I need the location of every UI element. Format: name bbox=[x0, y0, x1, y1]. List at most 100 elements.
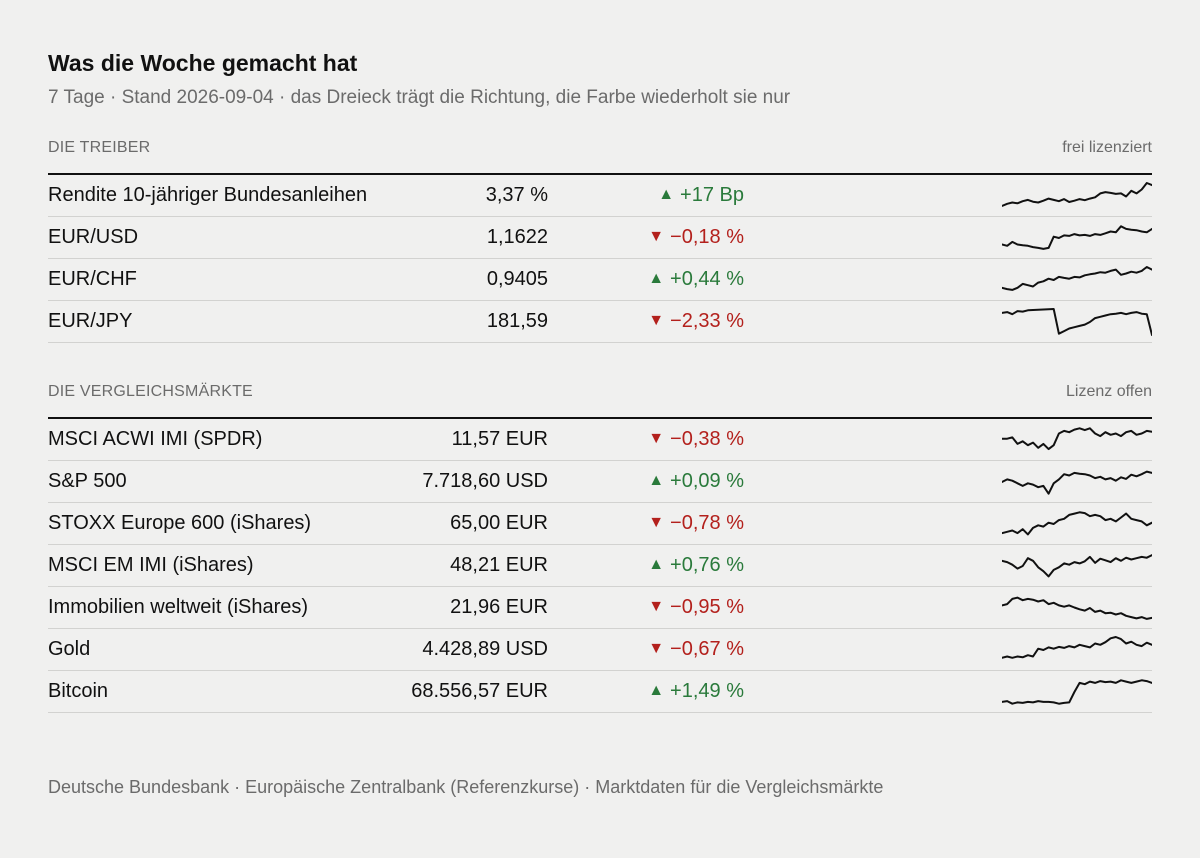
section-title: DIE VERGLEICHSMÄRKTE bbox=[48, 383, 253, 400]
instrument-name: S&P 500 bbox=[48, 470, 127, 492]
instrument-name: STOXX Europe 600 (iShares) bbox=[48, 512, 312, 534]
table-row: EUR/JPY 181,59 ▼ −2,33 % bbox=[48, 301, 1152, 343]
sparkline-path bbox=[1002, 266, 1152, 291]
sparkline bbox=[1002, 266, 1152, 291]
change-value: −0,38 % bbox=[670, 428, 744, 450]
change-cell: ▼ −0,95 % bbox=[648, 596, 744, 619]
change-value: −0,67 % bbox=[670, 638, 744, 660]
sparkline bbox=[1002, 511, 1152, 536]
instrument-value: 21,96 EUR bbox=[450, 596, 548, 618]
section-header: DIE VERGLEICHSMÄRKTE Lizenz offen bbox=[48, 383, 1152, 419]
sparkline-path bbox=[1002, 596, 1152, 620]
sparkline-path bbox=[1002, 308, 1152, 336]
sparkline-path bbox=[1002, 636, 1152, 659]
instrument-value: 0,9405 bbox=[486, 268, 548, 290]
sparkline bbox=[1002, 679, 1152, 705]
sparkline-path bbox=[1002, 225, 1152, 250]
instrument-value: 11,57 EUR bbox=[451, 428, 548, 450]
change-cell: ▲ +0,44 % bbox=[648, 268, 744, 291]
change-value: +1,49 % bbox=[670, 680, 744, 702]
table-row: MSCI EM IMI (iShares) 48,21 EUR ▲ +0,76 % bbox=[48, 545, 1152, 587]
sparkline bbox=[1002, 427, 1152, 451]
table-row: Bitcoin 68.556,57 EUR ▲ +1,49 % bbox=[48, 671, 1152, 713]
triangle-down-icon: ▼ bbox=[648, 430, 665, 447]
instrument-name: Immobilien weltweit (iShares) bbox=[48, 596, 309, 618]
table-row: MSCI ACWI IMI (SPDR) 11,57 EUR ▼ −0,38 % bbox=[48, 419, 1152, 461]
triangle-down-icon: ▼ bbox=[648, 640, 665, 657]
instrument-value: 181,59 bbox=[486, 310, 548, 332]
triangle-down-icon: ▼ bbox=[648, 514, 665, 531]
change-cell: ▲ +17 Bp bbox=[658, 184, 744, 207]
change-cell: ▼ −2,33 % bbox=[648, 310, 744, 333]
change-value: +0,44 % bbox=[670, 268, 744, 290]
sparkline bbox=[1002, 596, 1152, 620]
change-value: −2,33 % bbox=[670, 310, 744, 332]
instrument-value: 65,00 EUR bbox=[450, 512, 548, 534]
instrument-value: 68.556,57 EUR bbox=[411, 680, 548, 702]
change-value: −0,78 % bbox=[670, 512, 744, 534]
instrument-value: 7.718,60 USD bbox=[422, 470, 548, 492]
instrument-name: EUR/CHF bbox=[48, 268, 137, 290]
sparkline bbox=[1002, 554, 1152, 578]
section-rows: MSCI ACWI IMI (SPDR) 11,57 EUR ▼ −0,38 % S&P… bbox=[48, 419, 1152, 713]
change-value: +0,76 % bbox=[670, 554, 744, 576]
triangle-down-icon: ▼ bbox=[648, 228, 665, 245]
sparkline-path bbox=[1002, 182, 1152, 207]
change-value: +0,09 % bbox=[670, 470, 744, 492]
triangle-up-icon: ▲ bbox=[648, 682, 665, 699]
sparkline-path bbox=[1002, 554, 1152, 578]
instrument-name: EUR/JPY bbox=[48, 310, 133, 332]
table-row: S&P 500 7.718,60 USD ▲ +0,09 % bbox=[48, 461, 1152, 503]
instrument-value: 48,21 EUR bbox=[450, 554, 548, 576]
table-row: EUR/CHF 0,9405 ▲ +0,44 % bbox=[48, 259, 1152, 301]
table-row: EUR/USD 1,1622 ▼ −0,18 % bbox=[48, 217, 1152, 259]
sparkline bbox=[1002, 225, 1152, 250]
page-title: Was die Woche gemacht hat bbox=[48, 50, 358, 76]
instrument-name: Bitcoin bbox=[48, 680, 109, 702]
table-row: Gold 4.428,89 USD ▼ −0,67 % bbox=[48, 629, 1152, 671]
page-subtitle: 7 Tage · Stand 2026-09-04 · das Dreieck … bbox=[48, 87, 791, 108]
section-header: DIE TREIBER frei lizenziert bbox=[48, 139, 1152, 175]
instrument-value: 4.428,89 USD bbox=[422, 638, 548, 660]
instrument-name: Rendite 10-jähriger Bundesanleihen bbox=[48, 184, 368, 206]
section-comparison-markets: DIE VERGLEICHSMÄRKTE Lizenz offen MSCI A… bbox=[48, 383, 1152, 713]
section-drivers: DIE TREIBER frei lizenziert Rendite 10-j… bbox=[48, 139, 1152, 343]
change-value: −0,18 % bbox=[670, 226, 744, 248]
sparkline bbox=[1002, 470, 1152, 495]
change-cell: ▲ +1,49 % bbox=[648, 680, 744, 703]
instrument-name: EUR/USD bbox=[48, 226, 139, 248]
section-license: Lizenz offen bbox=[1066, 383, 1152, 400]
triangle-down-icon: ▼ bbox=[648, 598, 665, 615]
change-cell: ▼ −0,38 % bbox=[648, 428, 744, 451]
triangle-down-icon: ▼ bbox=[648, 312, 665, 329]
sparkline-path bbox=[1002, 679, 1152, 705]
section-rows: Rendite 10-jähriger Bundesanleihen 3,37 %… bbox=[48, 175, 1152, 343]
triangle-up-icon: ▲ bbox=[648, 270, 665, 287]
triangle-up-icon: ▲ bbox=[658, 186, 675, 203]
change-cell: ▼ −0,78 % bbox=[648, 512, 744, 535]
table-row: STOXX Europe 600 (iShares) 65,00 EUR ▼ −0,7… bbox=[48, 503, 1152, 545]
instrument-value: 3,37 % bbox=[485, 184, 548, 206]
instrument-name: MSCI EM IMI (iShares) bbox=[48, 554, 254, 576]
triangle-up-icon: ▲ bbox=[648, 472, 665, 489]
change-cell: ▼ −0,18 % bbox=[648, 226, 744, 249]
table-row: Immobilien weltweit (iShares) 21,96 EUR ▼ −… bbox=[48, 587, 1152, 629]
section-title: DIE TREIBER bbox=[48, 139, 151, 156]
change-cell: ▼ −0,67 % bbox=[648, 638, 744, 661]
sparkline-path bbox=[1002, 470, 1152, 495]
instrument-name: MSCI ACWI IMI (SPDR) bbox=[48, 428, 263, 450]
instrument-name: Gold bbox=[48, 638, 91, 660]
section-license: frei lizenziert bbox=[1062, 139, 1152, 156]
sparkline bbox=[1002, 308, 1152, 336]
triangle-up-icon: ▲ bbox=[648, 556, 665, 573]
table-row: Rendite 10-jähriger Bundesanleihen 3,37 %… bbox=[48, 175, 1152, 217]
change-cell: ▲ +0,09 % bbox=[648, 470, 744, 493]
sparkline-path bbox=[1002, 427, 1152, 451]
change-value: −0,95 % bbox=[670, 596, 744, 618]
sparkline bbox=[1002, 636, 1152, 659]
sparkline bbox=[1002, 182, 1152, 207]
change-cell: ▲ +0,76 % bbox=[648, 554, 744, 577]
change-value: +17 Bp bbox=[680, 184, 744, 206]
source-footer: Deutsche Bundesbank · Europäische Zentra… bbox=[48, 777, 884, 797]
instrument-value: 1,1622 bbox=[486, 226, 548, 248]
